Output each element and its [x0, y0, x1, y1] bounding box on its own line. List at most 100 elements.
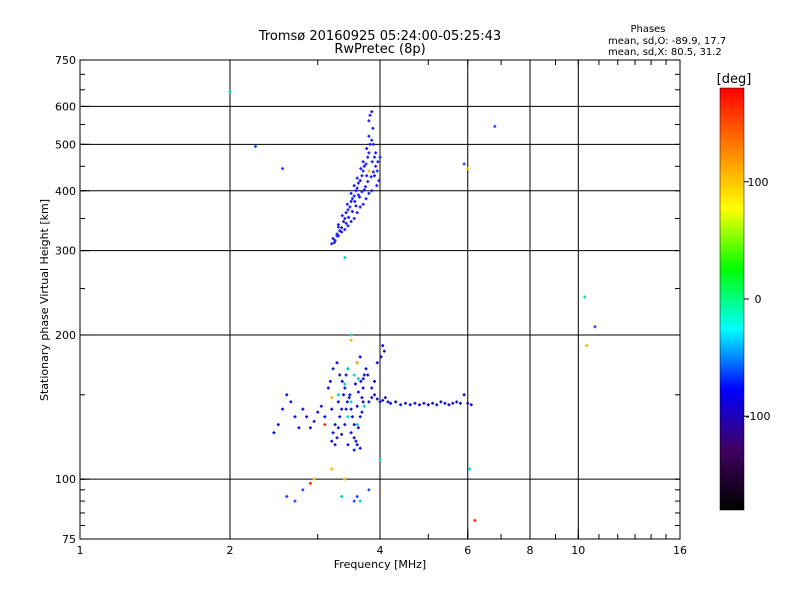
data-point — [331, 236, 335, 240]
data-point — [293, 499, 297, 503]
data-point — [362, 188, 366, 192]
data-point — [355, 404, 359, 408]
data-point — [363, 185, 367, 189]
data-point — [333, 423, 337, 427]
data-point — [323, 415, 327, 419]
data-point — [323, 423, 327, 427]
data-point — [346, 443, 350, 447]
data-point — [389, 401, 393, 405]
x-tick-label: 4 — [377, 544, 384, 557]
legend-line-x: mean, sd,X: 80.5, 31.2 — [608, 47, 722, 58]
data-point — [346, 208, 350, 212]
data-point — [373, 379, 377, 383]
data-point — [344, 221, 348, 225]
data-point — [281, 407, 285, 411]
data-point — [365, 147, 369, 151]
data-point — [352, 217, 356, 221]
data-point — [443, 401, 447, 405]
data-point — [361, 169, 365, 173]
data-point — [348, 205, 352, 209]
data-point — [362, 164, 366, 168]
data-point — [330, 439, 334, 443]
data-point — [358, 415, 362, 419]
data-point — [349, 220, 353, 224]
data-point — [349, 431, 353, 435]
data-point — [373, 393, 377, 397]
data-point — [356, 193, 360, 197]
data-point — [361, 386, 365, 390]
data-point — [352, 448, 356, 452]
colorbar-ticks: 100 0 -100 — [744, 176, 770, 423]
data-point — [466, 167, 470, 171]
data-point — [343, 228, 347, 232]
data-point — [371, 142, 375, 146]
data-point — [374, 164, 378, 168]
data-point — [308, 426, 312, 430]
data-point — [358, 179, 362, 183]
data-point — [330, 396, 334, 400]
data-point — [378, 400, 382, 404]
data-point — [371, 126, 375, 130]
data-point — [368, 113, 372, 117]
data-point — [340, 432, 344, 436]
x-tick-label: 2 — [227, 544, 234, 557]
data-point — [367, 169, 371, 173]
data-point — [353, 199, 357, 203]
data-point — [349, 199, 353, 203]
y-tick-label: 75 — [62, 533, 76, 546]
data-point — [383, 396, 387, 400]
data-point — [326, 386, 330, 390]
data-point — [335, 234, 339, 238]
data-point — [370, 189, 374, 193]
data-point — [469, 403, 473, 407]
data-point — [360, 410, 364, 414]
data-point — [328, 379, 332, 383]
data-point — [343, 477, 347, 481]
data-point — [355, 176, 359, 180]
data-point — [281, 167, 285, 171]
data-point — [462, 162, 466, 166]
data-point — [333, 443, 337, 447]
y-tick-label: 200 — [55, 329, 76, 342]
data-point — [355, 495, 359, 498]
data-point — [343, 386, 347, 390]
data-point — [358, 355, 362, 359]
data-point — [312, 477, 316, 481]
data-point — [350, 210, 354, 214]
data-point — [336, 393, 340, 397]
data-point — [367, 134, 371, 138]
data-point — [354, 189, 358, 193]
y-axis: 75 100 200 300 400 500 600 750 — [55, 54, 680, 546]
data-point — [367, 400, 371, 404]
data-point — [458, 401, 462, 405]
data-point — [293, 415, 297, 419]
data-point — [361, 160, 365, 164]
data-point — [394, 400, 398, 404]
data-point — [366, 373, 370, 377]
data-point — [378, 155, 382, 159]
data-point — [373, 174, 377, 178]
y-axis-label: Stationary phase Virtual Height [km] — [38, 199, 51, 401]
y-tick-label: 100 — [55, 473, 76, 486]
data-point — [356, 426, 360, 430]
data-point — [355, 443, 359, 447]
data-point — [335, 361, 339, 365]
data-point — [342, 220, 346, 224]
data-point — [338, 415, 342, 419]
data-point — [340, 407, 344, 411]
data-point — [343, 423, 347, 427]
data-point — [336, 400, 340, 404]
data-point — [349, 333, 353, 337]
data-point — [346, 224, 350, 228]
data-point — [367, 488, 371, 492]
data-point — [346, 367, 350, 371]
plot-area: 1 2 4 6 8 10 16 75 100 200 300 400 500 600 750 — [55, 54, 687, 557]
data-point — [593, 325, 597, 329]
data-point — [350, 197, 354, 201]
grid — [80, 60, 680, 539]
data-point — [364, 367, 368, 371]
data-point — [370, 386, 374, 390]
data-point — [336, 225, 340, 229]
data-point — [338, 373, 342, 377]
data-point — [426, 403, 430, 407]
